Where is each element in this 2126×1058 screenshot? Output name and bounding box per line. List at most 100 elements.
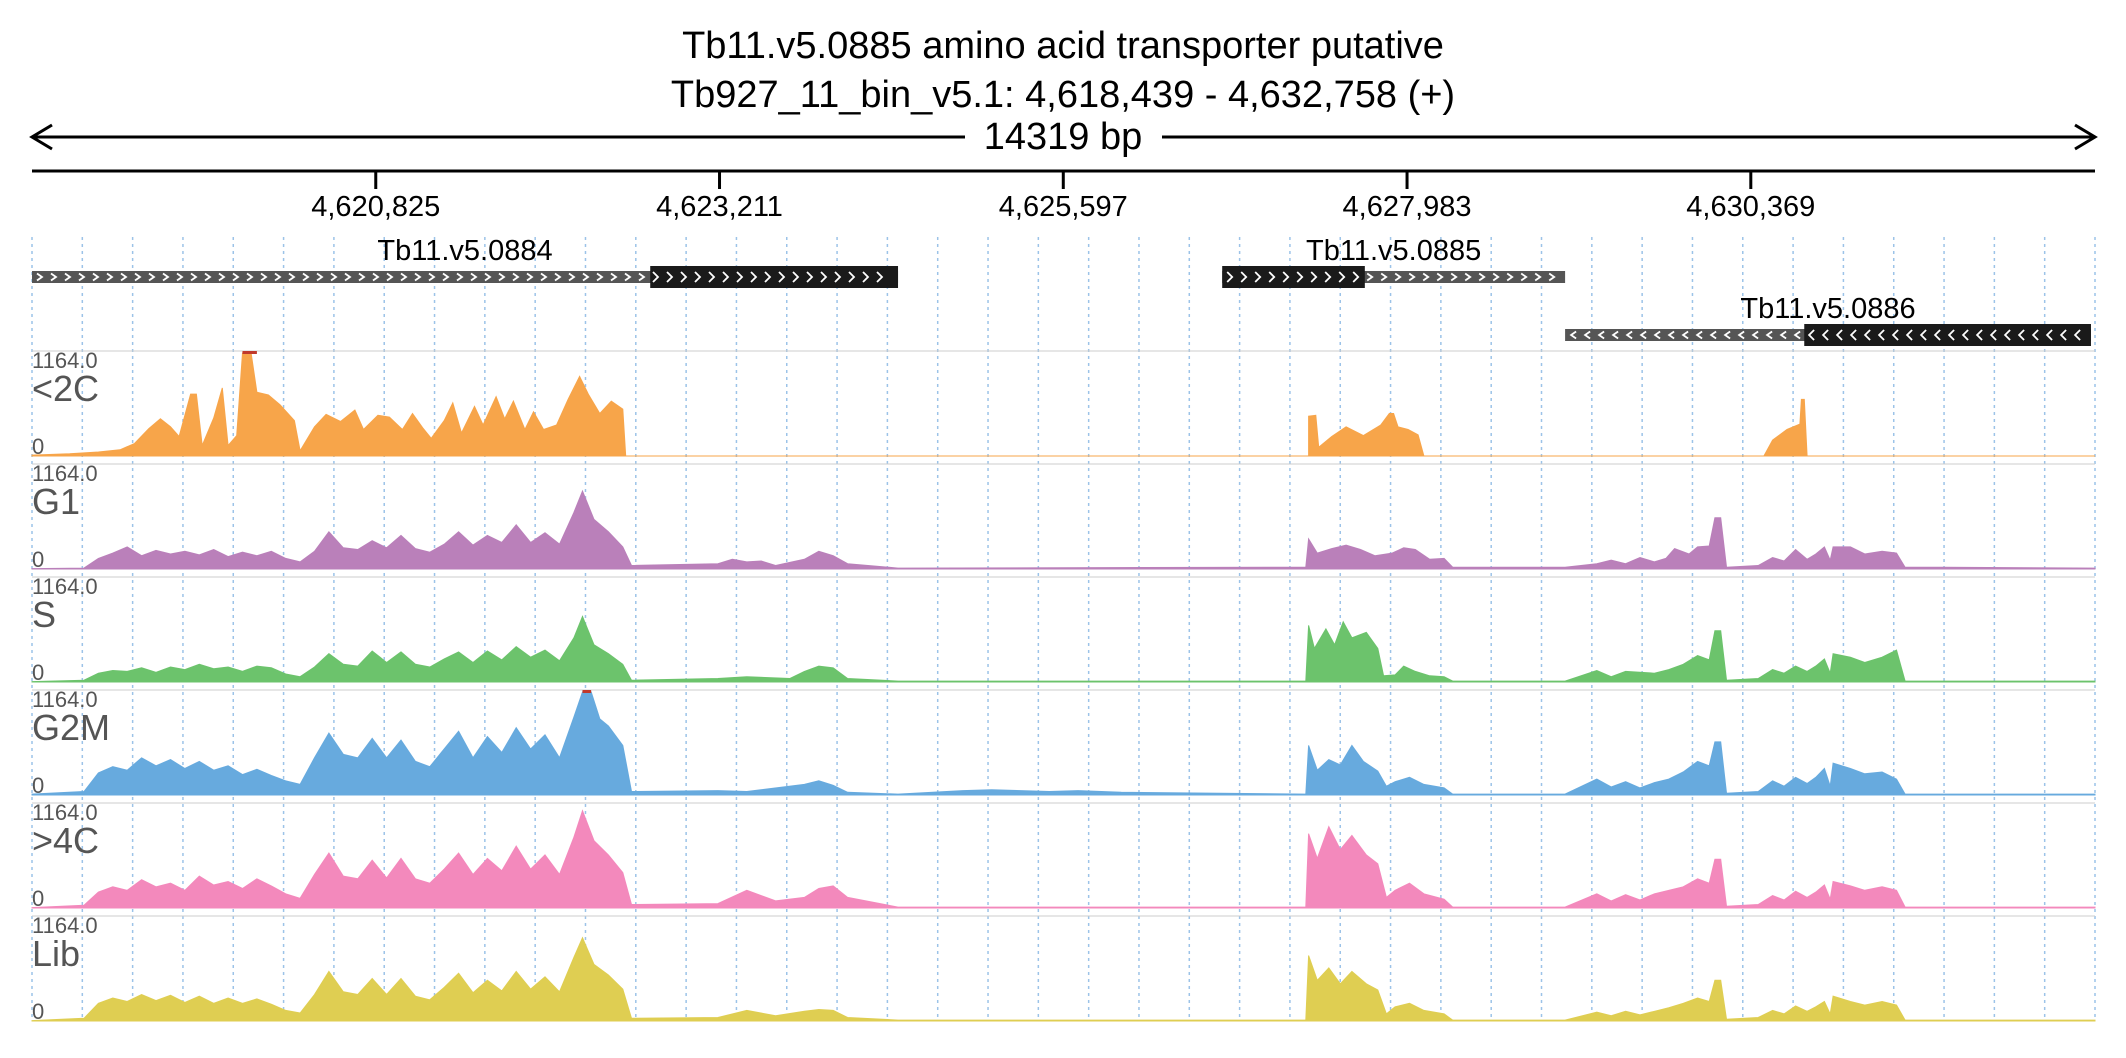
strand-chevron — [848, 271, 856, 283]
gene-label: Tb11.v5.0886 — [1740, 293, 1915, 325]
strand-chevron — [316, 272, 324, 282]
strand-chevron — [274, 272, 282, 282]
strand-chevron — [1933, 329, 1941, 341]
strand-chevron — [498, 272, 506, 282]
strand-chevron — [456, 272, 464, 282]
strand-chevron — [106, 272, 114, 282]
strand-chevron — [260, 272, 268, 282]
strand-chevron — [778, 271, 786, 283]
y-min-label: 0 — [32, 886, 44, 911]
coverage-area — [31, 615, 2096, 683]
y-max-label: 1164.0 — [32, 348, 98, 373]
strand-chevron — [1877, 329, 1885, 341]
coverage-area — [31, 809, 2096, 909]
y-min-label: 0 — [32, 773, 44, 798]
strand-chevron — [1989, 329, 1997, 341]
coverage-area — [31, 489, 2096, 570]
y-min-label: 0 — [32, 434, 44, 459]
strand-chevron — [1464, 272, 1472, 282]
strand-chevron — [1366, 272, 1374, 282]
strand-chevron — [1436, 272, 1444, 282]
track-label: G1 — [32, 481, 80, 522]
strand-chevron — [1695, 330, 1703, 340]
strand-chevron — [708, 271, 716, 283]
strand-chevron — [1751, 330, 1759, 340]
strand-chevron — [1569, 330, 1577, 340]
track-label: >4C — [32, 820, 99, 861]
strand-chevron — [92, 272, 100, 282]
strand-chevron — [512, 272, 520, 282]
tick-label: 4,620,825 — [311, 191, 440, 223]
strand-chevron — [1268, 271, 1276, 283]
y-max-label: 1164.0 — [32, 800, 98, 825]
strand-chevron — [386, 272, 394, 282]
strand-chevron — [1583, 330, 1591, 340]
strand-chevron — [1597, 330, 1605, 340]
span-label: 14319 bp — [984, 116, 1143, 158]
y-max-label: 1164.0 — [32, 913, 98, 938]
strand-chevron — [204, 272, 212, 282]
strand-chevron — [246, 272, 254, 282]
track: 1164.0 0 G1 — [31, 461, 2096, 572]
coverage-area — [31, 936, 2096, 1022]
strand-chevron — [1947, 329, 1955, 341]
strand-chevron — [78, 272, 86, 282]
track: 1164.0 0 G2M — [31, 687, 2096, 798]
strand-chevron — [1667, 330, 1675, 340]
strand-chevron — [1226, 271, 1234, 283]
tick-label: 4,625,597 — [999, 191, 1128, 223]
strand-chevron — [162, 272, 170, 282]
strand-chevron — [764, 271, 772, 283]
strand-chevron — [1891, 329, 1899, 341]
strand-chevron — [2073, 329, 2081, 341]
gene-track: Tb11.v5.0884 Tb11.v5.0885 Tb11.v5.0886 — [32, 235, 2091, 346]
strand-chevron — [288, 272, 296, 282]
track: 1164.0 0 >4C — [31, 800, 2096, 911]
strand-chevron — [1310, 271, 1318, 283]
strand-chevron — [1709, 330, 1717, 340]
track-label: G2M — [32, 707, 110, 748]
strand-chevron — [652, 271, 660, 283]
y-max-label: 1164.0 — [32, 461, 98, 486]
strand-chevron — [2031, 329, 2039, 341]
coordinate-axis: 4,620,825 4,623,211 4,625,597 4,627,983 4,63… — [32, 169, 2095, 223]
strand-chevron — [232, 272, 240, 282]
strand-chevron — [1611, 330, 1619, 340]
strand-chevron — [1793, 330, 1801, 340]
strand-chevron — [792, 271, 800, 283]
strand-chevron — [596, 272, 604, 282]
strand-chevron — [638, 272, 646, 282]
strand-chevron — [36, 272, 44, 282]
strand-chevron — [400, 272, 408, 282]
strand-chevron — [1450, 272, 1458, 282]
strand-chevron — [1352, 271, 1360, 283]
strand-chevron — [820, 271, 828, 283]
overflow-marker — [582, 690, 592, 693]
strand-chevron — [1506, 272, 1514, 282]
strand-chevron — [554, 272, 562, 282]
strand-chevron — [1961, 329, 1969, 341]
strand-chevron — [1324, 271, 1332, 283]
strand-chevron — [1492, 272, 1500, 282]
track: 1164.0 0 Lib — [31, 913, 2096, 1024]
strand-chevron — [330, 272, 338, 282]
span-ruler: 14319 bp — [29, 116, 2098, 158]
strand-chevron — [736, 271, 744, 283]
track-label: <2C — [32, 368, 99, 409]
strand-chevron — [1681, 330, 1689, 340]
strand-chevron — [1737, 330, 1745, 340]
strand-chevron — [302, 272, 310, 282]
strand-chevron — [2017, 329, 2025, 341]
strand-chevron — [1975, 329, 1983, 341]
strand-chevron — [540, 272, 548, 282]
span-arrow-left-head — [29, 123, 53, 151]
strand-chevron — [372, 272, 380, 282]
strand-chevron — [722, 271, 730, 283]
strand-chevron — [1765, 330, 1773, 340]
strand-chevron — [428, 272, 436, 282]
coverage-tracks: 1164.00<2C1164.00G11164.00S1164.00G2M116… — [31, 348, 2096, 1024]
strand-chevron — [1835, 329, 1843, 341]
strand-chevron — [2045, 329, 2053, 341]
strand-chevron — [582, 272, 590, 282]
